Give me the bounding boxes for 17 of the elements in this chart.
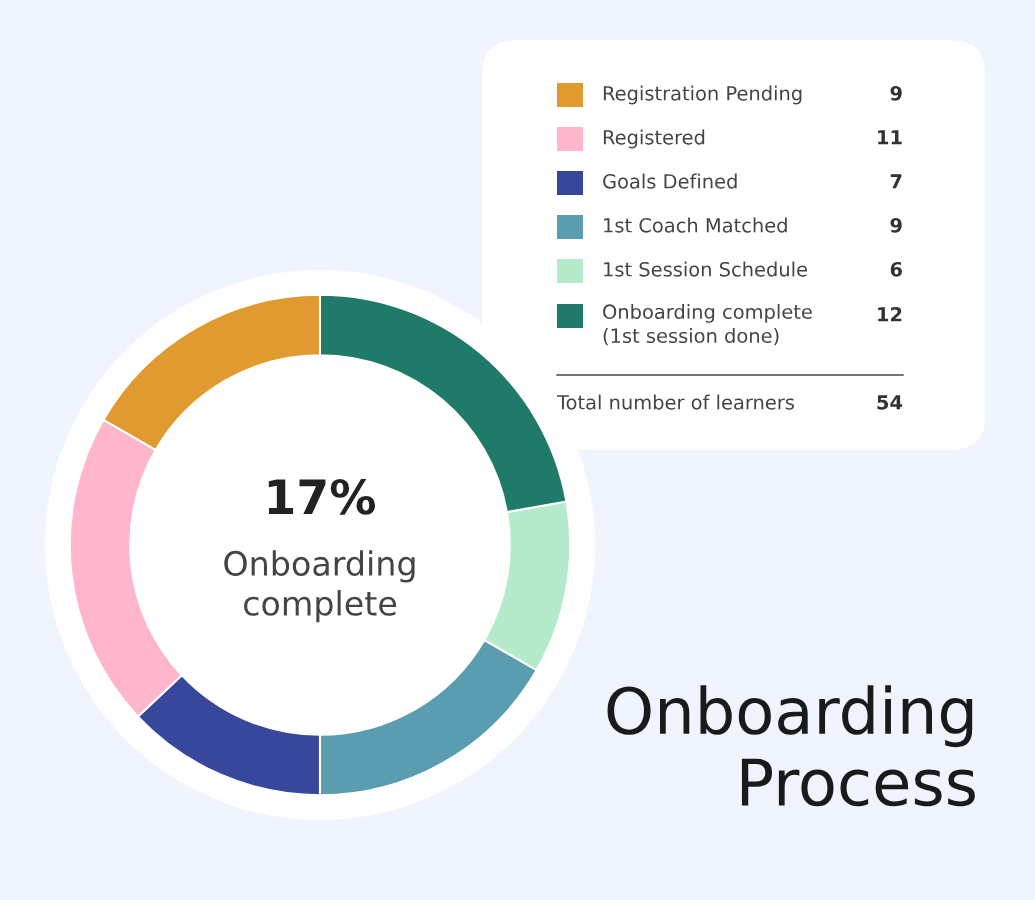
text: Onboarding complete <box>224 550 415 623</box>
legend-label: Registration Pending <box>603 85 802 105</box>
text: Total number of learners <box>556 394 794 410</box>
legend-label: 1st Coach Matched <box>604 217 787 233</box>
legend-label: Registered <box>603 129 705 149</box>
data-label: 6 <box>890 261 902 277</box>
legend-label: 1st Session Schedule <box>604 261 807 277</box>
data-label: 7 <box>890 174 902 189</box>
data-label: 9 <box>890 217 902 233</box>
legend-label: Onboarding complete (1st session done) <box>603 304 812 346</box>
data-label: 11 <box>878 130 902 145</box>
legend-label: Goals Defined <box>603 173 737 189</box>
text: 54 <box>877 395 903 410</box>
text: Onboarding Process <box>607 685 975 807</box>
text: 17% <box>268 478 376 515</box>
data-label: 12 <box>878 306 902 322</box>
data-label: 9 <box>890 85 902 101</box>
